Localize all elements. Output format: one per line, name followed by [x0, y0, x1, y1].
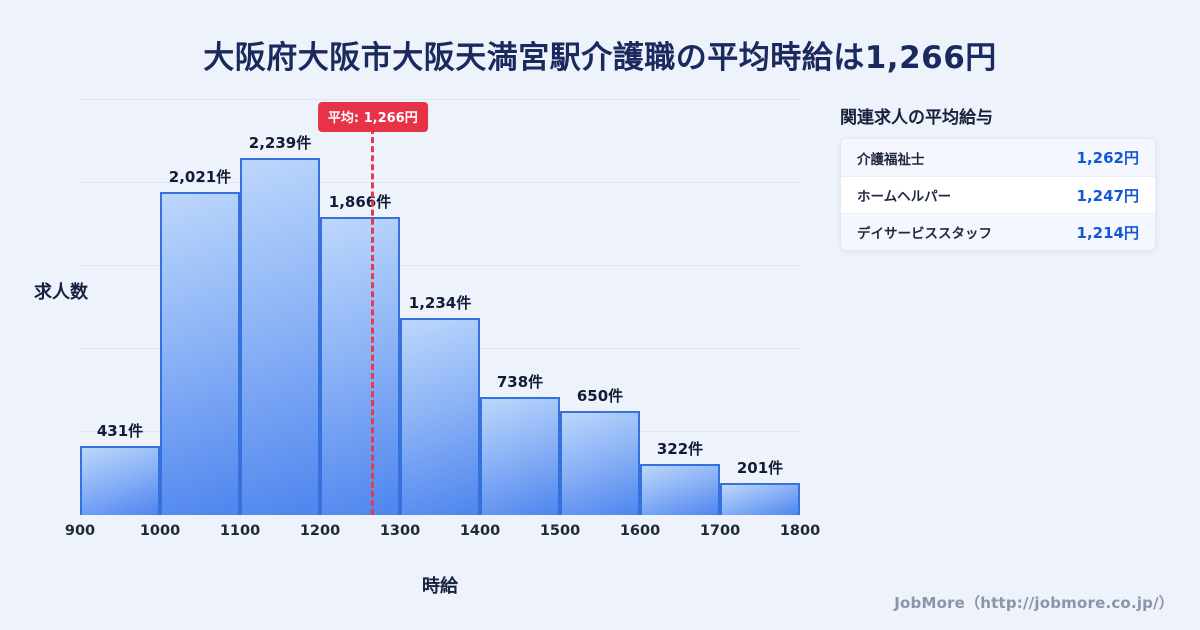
- histogram-bar: [80, 446, 160, 515]
- x-tick-label: 1700: [699, 523, 741, 539]
- gridline: [80, 99, 800, 100]
- histogram-plot: 431件 2,021件 2,239件 1,866件 1,234件 738件 650件 322件…: [65, 99, 820, 539]
- x-tick-label: 1600: [619, 523, 661, 539]
- bar-value-label: 650件: [576, 387, 624, 406]
- bar-value-label: 1,866件: [328, 193, 392, 212]
- related-job-row: ホームヘルパー 1,247円: [841, 176, 1155, 213]
- x-tick-label: 1400: [459, 523, 501, 539]
- histogram-bar: [400, 318, 480, 515]
- side-panel-heading: 関連求人の平均給与: [840, 108, 993, 128]
- x-tick-label: 1000: [139, 523, 181, 539]
- bar-value-label: 201件: [736, 458, 784, 477]
- site-credit: JobMore（http://jobmore.co.jp/）: [894, 594, 1174, 612]
- average-badge: 平均: 1,266円: [317, 102, 428, 132]
- x-tick-label: 1200: [299, 523, 341, 539]
- x-tick-label: 1300: [379, 523, 421, 539]
- bar-value-label: 2,021件: [168, 168, 232, 187]
- average-line: [371, 128, 375, 515]
- page-title: 大阪府大阪市大阪天満宮駅介護職の平均時給は1,266円: [203, 40, 997, 76]
- x-tick-label: 1100: [219, 523, 261, 539]
- bar-value-label: 2,239件: [248, 133, 312, 152]
- histogram-bar: [320, 217, 400, 515]
- bar-value-label: 431件: [96, 422, 144, 441]
- gridline: [80, 182, 800, 183]
- gridline: [80, 265, 800, 266]
- related-job-row: デイサービススタッフ 1,214円: [841, 213, 1155, 250]
- histogram-bar: [160, 192, 240, 515]
- related-jobs-card: 介護福祉士 1,262円 ホームヘルパー 1,247円 デイサービススタッフ 1…: [840, 138, 1156, 251]
- job-title-label: ホームヘルパー: [857, 189, 952, 205]
- x-tick-label: 1500: [539, 523, 581, 539]
- bar-value-label: 322件: [656, 439, 704, 458]
- histogram-bar: [480, 397, 560, 515]
- related-job-row: 介護福祉士 1,262円: [841, 139, 1155, 176]
- histogram-bar: [240, 157, 320, 515]
- histogram-bar: [720, 482, 800, 515]
- histogram-bar: [640, 463, 720, 515]
- job-wage-value: 1,262円: [1076, 149, 1139, 167]
- y-axis-label: 求人数: [34, 282, 88, 303]
- histogram-bar: [560, 411, 640, 515]
- job-title-label: デイサービススタッフ: [857, 226, 992, 242]
- job-wage-value: 1,247円: [1076, 186, 1139, 205]
- bar-value-label: 1,234件: [408, 294, 472, 313]
- job-wage-value: 1,214円: [1076, 223, 1139, 242]
- job-title-label: 介護福祉士: [857, 151, 925, 168]
- x-tick-label: 900: [64, 523, 96, 539]
- x-axis-label: 時給: [422, 576, 458, 597]
- bar-value-label: 738件: [496, 373, 544, 392]
- x-tick-label: 1800: [779, 523, 821, 539]
